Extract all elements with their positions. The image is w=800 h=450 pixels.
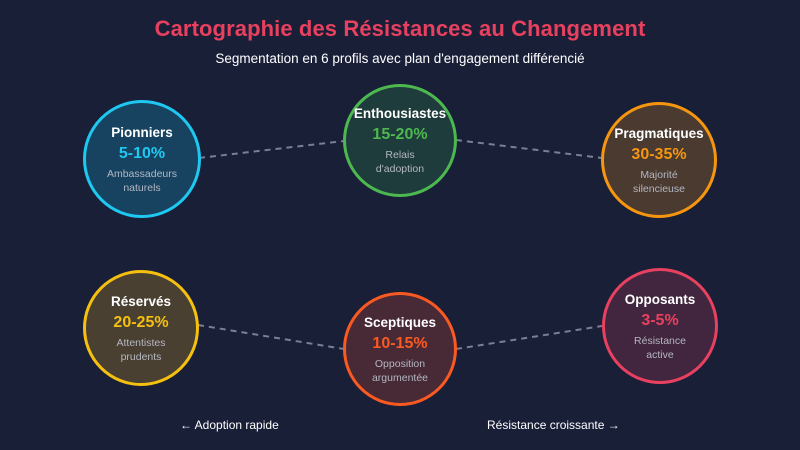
profile-name: Sceptiques: [363, 314, 437, 330]
page-title: Cartographie des Résistances au Changeme…: [154, 16, 646, 41]
profile-desc-line2: naturels: [123, 181, 161, 194]
profile-percent: 30-35%: [631, 145, 687, 163]
axis-label-resistance: Résistance croissante →: [487, 418, 620, 432]
profile-desc-line1: Résistance: [634, 334, 686, 347]
profile-percent: 5-10%: [118, 144, 166, 162]
profile-enthousiastes[interactable]: Enthousiastes 15-20% Relais d'adoption: [343, 84, 457, 197]
profile-opposants[interactable]: Opposants 3-5% Résistance active: [602, 268, 718, 384]
profile-percent: 3-5%: [641, 311, 679, 329]
profile-sceptiques[interactable]: Sceptiques 10-15% Opposition argumentée: [343, 292, 457, 406]
profile-desc-line1: Relais: [385, 149, 415, 161]
connector-reserves-sceptiques: [197, 324, 345, 350]
profile-desc-line2: silencieuse: [633, 182, 685, 195]
profile-desc-line1: Majorité: [640, 168, 678, 181]
profile-name: Pionniers: [111, 124, 173, 140]
profile-percent: 10-15%: [372, 334, 428, 352]
profile-pragmatiques[interactable]: Pragmatiques 30-35% Majorité silencieuse: [601, 102, 717, 218]
profile-percent: 20-25%: [113, 313, 169, 331]
profile-desc-line1: Opposition: [374, 357, 426, 370]
profile-desc-line2: active: [646, 348, 674, 361]
profile-name: Réservés: [110, 293, 172, 309]
profile-pionniers[interactable]: Pionniers 5-10% Ambassadeurs naturels: [83, 100, 201, 218]
profile-desc-line1: Attentistes: [116, 336, 166, 349]
connector-sceptiques-opposants: [455, 325, 603, 350]
profile-desc-line2: argumentée: [371, 371, 429, 384]
connector-enthousiastes-pragmatiques: [455, 139, 603, 159]
profile-name: Opposants: [624, 291, 696, 307]
profile-desc-line1: Ambassadeurs: [106, 167, 178, 180]
connector-pionniers-enthousiastes: [198, 140, 345, 159]
axis-label-adoption: ← Adoption rapide: [180, 418, 279, 432]
profile-desc-line2: prudents: [120, 350, 162, 363]
profile-percent: 15-20%: [372, 126, 428, 143]
page-subtitle: Segmentation en 6 profils avec plan d'en…: [215, 51, 585, 66]
profile-name: Enthousiastes: [353, 106, 447, 121]
profile-name: Pragmatiques: [614, 125, 704, 141]
profile-desc-line2: d'adoption: [375, 163, 425, 175]
profile-reserves[interactable]: Réservés 20-25% Attentistes prudents: [83, 270, 199, 386]
